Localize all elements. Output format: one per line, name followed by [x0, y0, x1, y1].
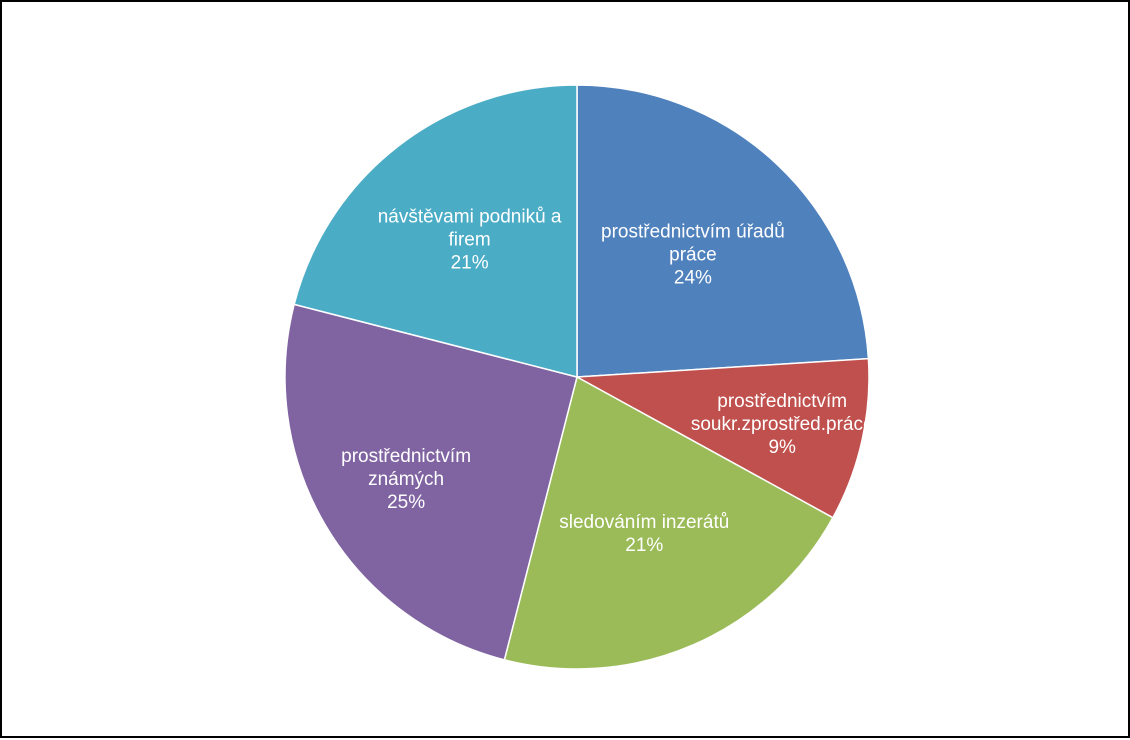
slice-data-label: návštěvami podniků a firem 21% — [378, 207, 562, 274]
pie-slice — [503, 375, 834, 670]
slice-data-label: prostřednictvím soukr.zprostřed.práce 9% — [691, 391, 874, 458]
slice-data-label: prostřednictvím známých 25% — [341, 446, 471, 513]
slice-data-label: sledováním inzerátů 21% — [559, 512, 729, 556]
pie-slice — [574, 357, 870, 519]
slice-data-label: prostřednictvím úřadů práce 24% — [601, 222, 785, 289]
pie-slice — [576, 84, 870, 378]
pie-slice — [293, 84, 578, 378]
pie-slice — [284, 303, 578, 661]
